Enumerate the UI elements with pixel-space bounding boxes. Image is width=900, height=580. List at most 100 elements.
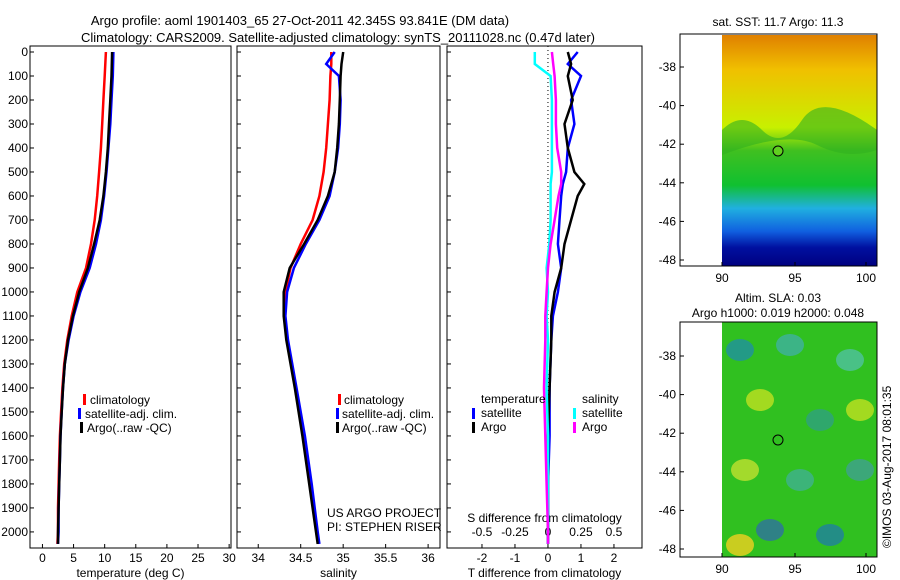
sla-map-title: Altim. SLA: 0.03 <box>735 291 821 305</box>
legend-swatch-t-satellite <box>472 408 475 419</box>
x-tick-label: 15 <box>129 551 143 565</box>
x-tick-label: 30 <box>222 551 236 565</box>
map-y-tick-label: -46 <box>659 214 677 228</box>
x2-axis-label: S difference from climatology <box>467 511 622 525</box>
y-tick-label: 100 <box>8 69 28 83</box>
x-tick-label: 34.5 <box>289 551 313 565</box>
imos-timestamp: ©IMOS 03-Aug-2017 08:01:35 <box>880 385 894 548</box>
plot-frame <box>446 45 643 549</box>
y-tick-label: 200 <box>8 93 28 107</box>
y-tick-label: 0 <box>21 45 28 59</box>
map-x-tick-label: 90 <box>715 271 729 285</box>
y-tick-label: 600 <box>8 189 28 203</box>
credit-project: US ARGO PROJECT <box>327 506 442 520</box>
legend-swatch-s-argo <box>573 422 576 433</box>
map-x-tick-label: 100 <box>856 562 876 576</box>
legend-label: climatology <box>344 393 404 407</box>
x-tick-label: 0 <box>39 551 46 565</box>
sla-map-frame <box>679 321 878 558</box>
y-tick-label: 900 <box>8 261 28 275</box>
legend-label: Argo(..raw -QC) <box>342 421 427 435</box>
y-tick-label: 1100 <box>2 309 28 323</box>
map-x-tick-label: 95 <box>788 271 802 285</box>
sla-map-subtitle: Argo h1000: 0.019 h2000: 0.048 <box>692 306 864 320</box>
sst-feature <box>722 107 877 155</box>
series-argo <box>56 51 114 544</box>
y-tick-label: 400 <box>8 141 28 155</box>
x-tick-label: 34 <box>252 551 266 565</box>
legend-swatch-s-satellite <box>573 408 576 419</box>
x-tick-label: -2 <box>477 551 488 565</box>
plot-frame <box>236 45 441 549</box>
argo-position-marker <box>772 145 784 157</box>
sla-map: Altim. SLA: 0.03 Argo h1000: 0.019 h2000… <box>679 291 878 558</box>
x-axis-label: T difference from climatology <box>468 566 622 580</box>
title-line1: Argo profile: aoml 1901403_65 27-Oct-201… <box>91 13 509 28</box>
legend-swatch-satellite <box>78 408 81 419</box>
sla-anomaly-blob <box>816 524 844 546</box>
y-tick-label: 300 <box>8 117 28 131</box>
profile-panel-0: 0100200300400500600700800900100011001200… <box>1 45 236 580</box>
map-x-tick-label: 90 <box>715 562 729 576</box>
legend-label: satellite <box>481 406 522 420</box>
title-line2: Climatology: CARS2009. Satellite-adjuste… <box>81 30 595 45</box>
x-tick-label: 25 <box>191 551 205 565</box>
sla-anomaly-blob <box>756 519 784 541</box>
sst-map-title: sat. SST: 11.7 Argo: 11.3 <box>713 15 844 29</box>
y-tick-label: 1900 <box>1 501 28 515</box>
y-tick-label: 1000 <box>1 285 28 299</box>
series-satellite-adj-clim- <box>284 51 342 545</box>
map-y-tick-label: -48 <box>659 253 677 267</box>
y-tick-label: 1500 <box>1 405 28 419</box>
x-tick-label: 5 <box>70 551 77 565</box>
series-satellite-adj-clim- <box>56 51 115 544</box>
legend-label: satellite-adj. clim. <box>85 407 177 421</box>
legend-label: satellite <box>582 406 623 420</box>
legend-swatch-climatology <box>83 394 86 405</box>
x2-tick-label: -0.25 <box>501 525 529 539</box>
x-tick-label: 20 <box>160 551 174 565</box>
sla-anomaly-blob <box>776 334 804 356</box>
x-axis-label: salinity <box>320 566 357 580</box>
map-y-tick-label: -40 <box>659 388 677 402</box>
y-tick-label: 2000 <box>1 525 28 539</box>
x-tick-label: 2 <box>611 551 618 565</box>
y-tick-label: 1700 <box>1 453 28 467</box>
y-tick-label: 800 <box>8 237 28 251</box>
legend-swatch-t-argo <box>472 422 475 433</box>
sla-anomaly-blob <box>731 459 759 481</box>
y-tick-label: 500 <box>8 165 28 179</box>
legend-swatch-argo <box>80 422 83 433</box>
x-tick-label: 0 <box>545 551 552 565</box>
legend-heading-salinity: salinity <box>582 392 619 406</box>
legend-temperature: climatology satellite-adj. clim. Argo(..… <box>78 393 177 435</box>
sla-anomaly-blob <box>726 534 754 556</box>
profile-panel-1: 34 34.5 35 35.5 36 salinity <box>236 45 441 580</box>
legend-label: Argo <box>481 420 507 434</box>
legend-heading-temperature: temperature <box>481 392 546 406</box>
sla-anomaly-blob <box>726 339 754 361</box>
map-x-tick-label: 100 <box>856 271 876 285</box>
legend-label: Argo(..raw -QC) <box>87 421 172 435</box>
series-climatology <box>56 51 108 544</box>
x-tick-label: -1 <box>510 551 521 565</box>
y-tick-label: 1600 <box>1 429 28 443</box>
y-tick-label: 1300 <box>1 357 28 371</box>
y-tick-label: 1400 <box>1 381 28 395</box>
plot-frame <box>29 45 232 549</box>
sla-anomaly-blob <box>746 389 774 411</box>
map-y-tick-label: -44 <box>659 176 677 190</box>
series-s-satellite <box>533 52 554 544</box>
x-tick-label: 35 <box>336 551 350 565</box>
sla-anomaly-blob <box>806 409 834 431</box>
credit-pi: PI: STEPHEN RISER <box>327 520 442 534</box>
map-x-tick-label: 95 <box>788 562 802 576</box>
series-t-argo <box>546 51 586 544</box>
x2-tick-label: 0.5 <box>606 525 623 539</box>
argo-position-marker <box>772 434 784 446</box>
x-tick-label: 36 <box>421 551 435 565</box>
y-tick-label: 1800 <box>1 477 28 491</box>
legend-label: satellite-adj. clim. <box>342 407 434 421</box>
legend-label: Argo <box>582 420 608 434</box>
x-tick-label: 35.5 <box>374 551 398 565</box>
